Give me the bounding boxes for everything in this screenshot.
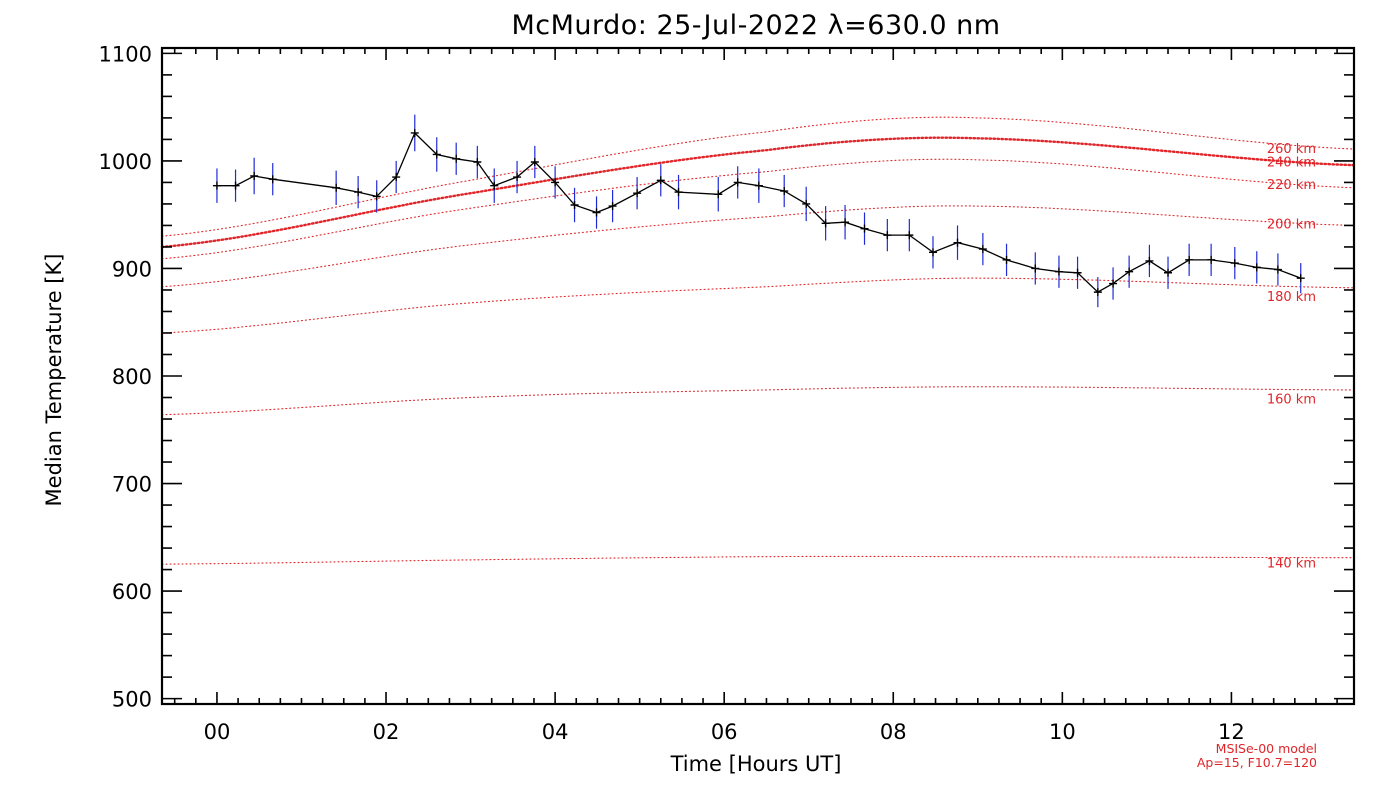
y-tick-labels: 500 600 700 800 900 1000 1100	[99, 42, 152, 711]
data-point	[372, 192, 381, 201]
data-point	[530, 157, 539, 166]
altitude-label: 180 km	[1267, 290, 1316, 305]
model-curve-160-km	[161, 386, 1355, 416]
altitude-label: 220 km	[1267, 178, 1316, 193]
y-tick-label: 700	[112, 473, 152, 497]
altitude-label: 200 km	[1267, 217, 1316, 232]
y-tick-label: 1000	[99, 150, 152, 174]
data-point	[1164, 268, 1173, 277]
model-curve-180-km	[161, 277, 1355, 334]
model-curve-140-km	[161, 555, 1355, 565]
data-point	[473, 157, 482, 166]
data-point	[780, 187, 789, 196]
data-point	[1054, 267, 1063, 276]
data-point	[268, 175, 277, 184]
data-point	[1273, 265, 1282, 274]
data-point	[1296, 274, 1305, 283]
x-tick-labels: 00 02 04 06 08 10 12	[204, 720, 1245, 744]
x-tick-label: 10	[1049, 720, 1076, 744]
x-tick-label: 00	[204, 720, 231, 744]
model-curve-220-km	[161, 158, 1355, 260]
x-tick-label: 12	[1218, 720, 1245, 744]
y-axis-label: Median Temperature [K]	[42, 254, 66, 507]
data-point	[551, 178, 560, 187]
x-tick-label: 06	[711, 720, 738, 744]
data-line	[217, 131, 1301, 293]
data-point	[250, 171, 259, 180]
data-point	[490, 181, 499, 190]
data-point	[592, 208, 601, 217]
data-point	[821, 219, 830, 228]
data-point	[905, 231, 914, 240]
data-point	[1073, 268, 1082, 277]
x-axis-label: Time [Hours UT]	[670, 752, 842, 776]
data-point	[674, 188, 683, 197]
plot-frame	[160, 46, 1356, 706]
y-tick-label: 900	[112, 257, 152, 281]
data-point	[354, 188, 363, 197]
data-series	[212, 128, 1305, 297]
data-point	[953, 238, 962, 247]
altitude-label: 240 km	[1267, 155, 1316, 170]
data-point	[1093, 288, 1102, 297]
data-point	[332, 183, 341, 192]
data-point	[841, 218, 850, 227]
model-curve-260-km	[161, 116, 1355, 237]
data-point	[392, 173, 401, 182]
data-point	[714, 190, 723, 199]
data-point	[1145, 256, 1154, 265]
axis-ticks	[162, 48, 1354, 704]
data-point	[608, 202, 617, 211]
data-point	[1125, 267, 1134, 276]
data-point	[733, 178, 742, 187]
altitude-label: 140 km	[1267, 557, 1316, 572]
model-curve-240-km	[160, 136, 1356, 249]
altitude-label: 160 km	[1267, 393, 1316, 408]
data-point	[802, 199, 811, 208]
data-point	[860, 224, 869, 233]
y-tick-label: 800	[112, 365, 152, 389]
model-curve-200-km	[161, 205, 1355, 288]
data-point	[513, 173, 522, 182]
data-point	[1185, 255, 1194, 264]
data-point	[928, 248, 937, 257]
y-tick-label: 1100	[99, 42, 152, 66]
data-point	[212, 181, 221, 190]
data-point	[432, 150, 441, 159]
data-point	[1002, 255, 1011, 264]
data-point	[633, 189, 642, 198]
data-point	[1230, 259, 1239, 268]
data-point	[978, 245, 987, 254]
altitude-label: 260 km	[1267, 142, 1316, 157]
x-tick-label: 04	[542, 720, 569, 744]
x-tick-label: 08	[880, 720, 907, 744]
y-tick-label: 500	[112, 688, 152, 712]
data-point	[754, 181, 763, 190]
model-params-note: Ap=15, F10.7=120	[1197, 755, 1317, 770]
data-point	[883, 231, 892, 240]
data-point	[231, 181, 240, 190]
model-curves	[160, 116, 1356, 565]
data-point	[410, 128, 419, 137]
data-point	[570, 201, 579, 210]
x-tick-label: 02	[373, 720, 400, 744]
data-point	[1031, 264, 1040, 273]
altitude-labels: 140 km 160 km 180 km 200 km 220 km 240 km260 …	[1267, 142, 1316, 572]
data-point	[1207, 255, 1216, 264]
data-point	[1109, 279, 1118, 288]
y-tick-label: 600	[112, 580, 152, 604]
data-point	[656, 176, 665, 185]
model-note: MSISe-00 model	[1216, 741, 1317, 756]
data-point	[452, 154, 461, 163]
chart-title: McMurdo: 25-Jul-2022 λ=630.0 nm	[511, 10, 1000, 41]
data-point	[1252, 263, 1261, 272]
